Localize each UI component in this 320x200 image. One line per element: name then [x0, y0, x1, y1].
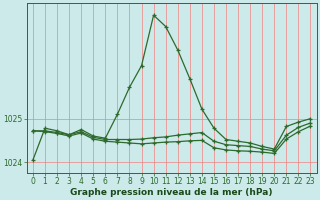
X-axis label: Graphe pression niveau de la mer (hPa): Graphe pression niveau de la mer (hPa) [70, 188, 273, 197]
